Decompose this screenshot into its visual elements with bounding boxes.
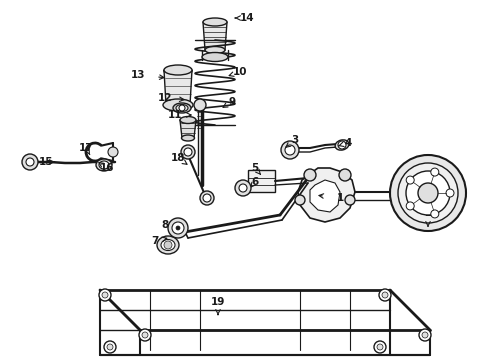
Ellipse shape [161,239,175,251]
Polygon shape [203,22,227,50]
Text: 17: 17 [79,143,93,153]
Circle shape [390,155,466,231]
Circle shape [200,191,214,205]
Circle shape [339,169,351,181]
Circle shape [99,289,111,301]
Circle shape [295,195,305,205]
Ellipse shape [335,140,349,150]
Circle shape [179,105,185,111]
Circle shape [181,145,195,159]
Text: 19: 19 [211,297,225,307]
Circle shape [281,141,299,159]
Text: 2: 2 [424,208,432,218]
Circle shape [168,218,188,238]
Text: 9: 9 [228,97,236,107]
Circle shape [139,329,151,341]
Circle shape [184,148,192,156]
Text: 4: 4 [344,138,352,148]
Circle shape [418,183,438,203]
Polygon shape [180,120,196,138]
Circle shape [235,180,251,196]
Circle shape [142,332,148,338]
Text: 7: 7 [151,236,159,246]
Polygon shape [248,170,275,192]
Circle shape [406,176,414,184]
Circle shape [406,171,450,215]
Ellipse shape [96,159,112,171]
Circle shape [345,195,355,205]
Circle shape [102,292,108,298]
Ellipse shape [163,99,193,111]
Ellipse shape [99,161,109,169]
Circle shape [164,241,172,249]
Ellipse shape [180,117,196,123]
Polygon shape [164,70,192,105]
Polygon shape [298,168,355,222]
Circle shape [398,163,458,223]
Text: 15: 15 [39,157,53,167]
Circle shape [304,169,316,181]
Circle shape [338,141,346,149]
Text: 8: 8 [161,220,169,230]
Circle shape [374,341,386,353]
Ellipse shape [176,104,188,112]
Circle shape [377,344,383,350]
Ellipse shape [173,103,191,113]
Circle shape [431,210,439,218]
Ellipse shape [205,46,225,54]
Circle shape [379,289,391,301]
Circle shape [107,344,113,350]
Circle shape [203,194,211,202]
Ellipse shape [203,18,227,26]
Text: 16: 16 [100,163,114,173]
Circle shape [422,332,428,338]
Text: 18: 18 [171,153,185,163]
Circle shape [382,292,388,298]
Text: 6: 6 [251,177,259,187]
Ellipse shape [157,236,179,254]
Text: 14: 14 [240,13,254,23]
Text: 10: 10 [233,67,247,77]
Circle shape [446,189,454,197]
Circle shape [172,222,184,234]
Circle shape [285,145,295,155]
Ellipse shape [181,135,195,141]
Text: 5: 5 [251,163,259,173]
Circle shape [194,99,206,111]
Circle shape [419,329,431,341]
Text: 3: 3 [292,135,298,145]
Text: 12: 12 [158,93,172,103]
Circle shape [431,168,439,176]
Circle shape [176,226,180,230]
Circle shape [104,341,116,353]
Text: 1: 1 [336,193,343,203]
Circle shape [26,158,34,166]
Circle shape [406,202,414,210]
Text: 13: 13 [131,70,145,80]
Text: 11: 11 [168,110,182,120]
Circle shape [239,184,247,192]
Ellipse shape [202,53,228,62]
Ellipse shape [164,65,192,75]
Polygon shape [310,180,340,212]
Circle shape [22,154,38,170]
Circle shape [108,147,118,157]
